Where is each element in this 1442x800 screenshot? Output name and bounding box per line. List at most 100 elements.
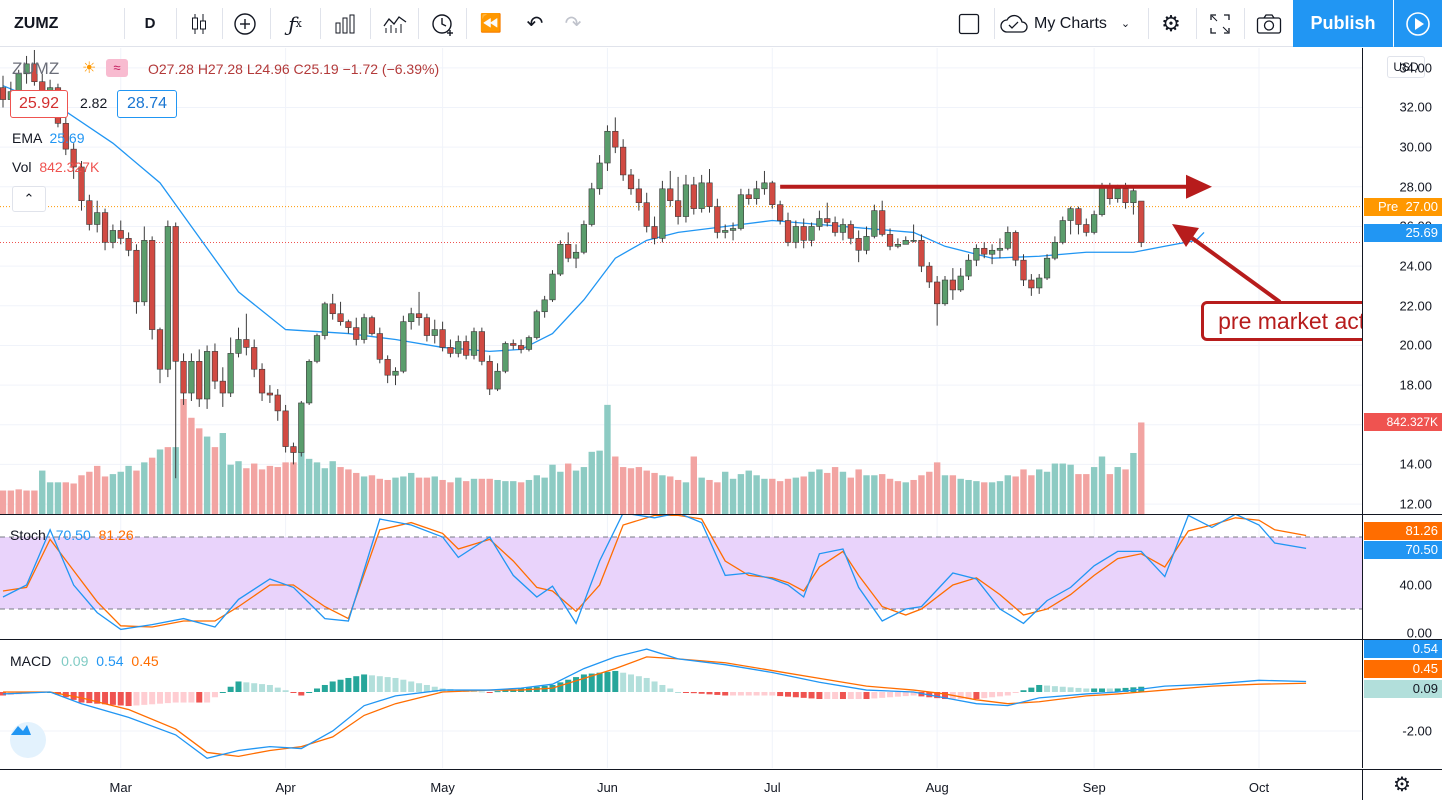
play-circle-icon[interactable] [1394, 0, 1442, 47]
pre-label: Pre [1378, 198, 1399, 214]
macd-histogram-bar [580, 674, 587, 692]
layout-square-icon[interactable] [952, 0, 986, 47]
macd-histogram-bar [1091, 688, 1098, 692]
macd-histogram-bar [651, 681, 658, 692]
macd-axis[interactable]: -2.00 0.54 0.45 0.09 [1362, 640, 1442, 768]
candle-body [133, 249, 140, 303]
tradingview-logo-icon[interactable] [10, 722, 46, 758]
currency-badge[interactable]: USD [1387, 56, 1425, 78]
volume-bar [667, 476, 674, 514]
collapse-legend-button[interactable]: ⌃ [12, 186, 46, 212]
candle-body [329, 303, 336, 315]
candle-body [23, 63, 30, 75]
month-tick-label: Sep [1082, 780, 1106, 795]
stoch-axis[interactable]: 40.00 0.00 81.26 70.50 [1362, 515, 1442, 641]
camera-snapshot-icon[interactable] [1252, 0, 1286, 47]
candle-body [408, 313, 415, 322]
candle-body [690, 184, 697, 209]
candle-body [792, 226, 799, 243]
volume-bar [855, 469, 862, 514]
interval-button[interactable]: D [144, 15, 156, 32]
legend-status-icons: ☀ ≈ [82, 59, 130, 79]
volume-bar [141, 462, 148, 514]
volume-bar [329, 461, 336, 514]
macd-histogram-bar [839, 692, 846, 700]
compare-add-icon[interactable] [230, 0, 260, 47]
macd-histogram-bar [761, 692, 768, 696]
my-charts-button[interactable]: My Charts ⌄ [1000, 0, 1146, 47]
volume-bar [376, 478, 383, 514]
stochastic-pane[interactable]: Stoch 70.50 81.26 [0, 515, 1362, 639]
candle-body [541, 299, 548, 313]
macd-histogram-bar [965, 692, 972, 700]
volume-bar [918, 475, 925, 514]
volume-bar [643, 470, 650, 514]
volume-bar [1043, 471, 1051, 514]
candle-body [1122, 188, 1129, 203]
candle-body [1020, 259, 1027, 281]
volume-bar [1004, 475, 1011, 514]
price-pane[interactable]: ZUMZ ☀ ≈ O27.28 H27.28 L24.96 C25.19 −1.… [0, 48, 1362, 514]
candle-body [572, 251, 580, 259]
volume-bar [478, 478, 486, 514]
candle-body [871, 210, 878, 237]
macd-histogram-bar [211, 692, 218, 698]
publish-button[interactable]: Publish [1293, 0, 1393, 47]
volume-bar [39, 470, 46, 514]
sell-price-box[interactable]: 25.92 [10, 90, 68, 118]
candle-body [439, 329, 446, 348]
pane-divider [0, 639, 1442, 640]
macd-histogram-bar [902, 692, 909, 697]
candle-body [1036, 277, 1043, 289]
candle-body [557, 244, 564, 275]
vol-value: 842.327K [39, 159, 100, 175]
volume-legend: Vol 842.327K [12, 159, 99, 175]
macd-histogram-bar [730, 692, 737, 696]
toolbar-divider [466, 8, 467, 39]
stoch-tick-label: 0.00 [1406, 625, 1432, 641]
macd-histogram-bar [957, 692, 964, 700]
symbol-search-button[interactable]: ZUMZ [14, 14, 59, 32]
macd-histogram-bar [1059, 686, 1066, 692]
replay-rewind-icon[interactable]: ⏪ [479, 13, 503, 33]
macd-histogram-bar [196, 692, 203, 703]
volume-bar [415, 477, 423, 514]
macd-histogram-bar [792, 692, 799, 698]
volume-bar [580, 467, 588, 514]
chart-settings-gear-icon[interactable]: ⚙ [1393, 774, 1411, 796]
macd-hist-label: 0.09 [1364, 680, 1442, 698]
candle-body [423, 317, 431, 336]
candle-body [494, 370, 501, 390]
macd-pane[interactable]: MACD 0.09 0.54 0.45 [0, 640, 1362, 768]
undo-icon[interactable]: ↶ [526, 13, 544, 35]
templates-bars-icon[interactable] [328, 0, 362, 47]
candle-body [886, 234, 894, 247]
candle-body [714, 206, 721, 233]
financials-icon[interactable] [378, 0, 412, 47]
redo-icon[interactable]: ↷ [564, 13, 582, 35]
candle-body [345, 321, 352, 328]
candle-body [973, 247, 980, 261]
settings-gear-icon[interactable]: ⚙ [1161, 10, 1181, 36]
stoch-k-value: 70.50 [55, 527, 91, 543]
candle-body [1083, 224, 1090, 233]
fullscreen-icon[interactable] [1204, 0, 1236, 47]
volume-bar [392, 477, 399, 514]
candle-body [0, 87, 7, 100]
candle-body [894, 244, 901, 247]
macd-histogram-bar [361, 674, 368, 692]
price-axis[interactable]: USD 34.0032.0030.0028.0026.0024.0022.002… [1362, 48, 1442, 514]
alert-clock-icon[interactable] [426, 0, 460, 47]
buy-price-box[interactable]: 28.74 [117, 90, 177, 118]
toolbar-divider [124, 8, 125, 39]
candle-body [659, 188, 666, 239]
macd-histogram-bar [423, 684, 430, 692]
candle-body [839, 224, 847, 233]
volume-bar [180, 399, 187, 514]
candle-style-icon[interactable] [184, 0, 214, 47]
volume-bar [266, 465, 274, 514]
time-axis[interactable]: Mar Apr May Jun Jul Aug Sep Oct [0, 769, 1362, 800]
volume-bar [776, 481, 784, 514]
volume-bar [54, 482, 62, 514]
